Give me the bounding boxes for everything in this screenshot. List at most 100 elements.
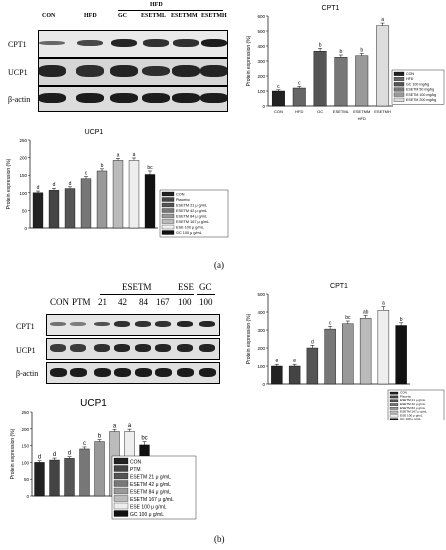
legend-label: ESETM 84 μ g/mL <box>130 489 171 495</box>
chart-b-cpt1: CPT1 0 100 200 300 400 500 Protein expression (… <box>246 283 445 420</box>
legend-label: ESETM 21 μ g/mL <box>130 474 171 480</box>
blot-band <box>94 321 110 327</box>
significance-letter: d <box>37 185 40 191</box>
y-tick-label: 250 <box>19 138 27 143</box>
significance-letter: a <box>382 301 385 307</box>
legend-swatch <box>161 208 175 213</box>
legend-swatch <box>389 410 399 414</box>
legend-swatch <box>393 77 405 82</box>
y-tick-label: 300 <box>257 59 265 64</box>
significance-letter: a <box>128 423 132 429</box>
legend-swatch <box>393 87 405 92</box>
y-tick-label: 150 <box>21 444 29 449</box>
blot-band <box>199 321 215 327</box>
legend-label: GC 100 μ g/mL <box>176 231 202 235</box>
legend-label: ESE 100 μ g/mL <box>130 504 167 510</box>
legend-swatch <box>161 230 175 235</box>
legend-swatch <box>389 418 399 420</box>
significance-letter: ab <box>363 310 369 316</box>
legend-label: Placebo <box>176 198 190 202</box>
bar <box>376 25 390 107</box>
y-tick-label: 400 <box>257 310 265 315</box>
blot-a-row-cpt1: CPT1 <box>8 40 27 49</box>
legend-swatch <box>161 219 175 224</box>
legend-swatch <box>161 197 175 202</box>
blot-b-supergroup-gc: GC <box>199 282 212 292</box>
significance-letter: c <box>83 441 86 447</box>
bar <box>64 458 75 497</box>
chart-a-ucp1: UCP1 0 50 100 150 200 250 Protein expression (%… <box>6 129 229 238</box>
blot-b-group-con: CON <box>50 297 70 307</box>
bar <box>342 323 354 385</box>
bar <box>48 190 60 229</box>
blot-band <box>176 367 194 377</box>
blot-band <box>38 65 66 77</box>
legend-label: HFD <box>406 77 414 81</box>
significance-letter: b <box>360 48 363 54</box>
legend-swatch <box>393 97 405 102</box>
blot-band <box>38 93 66 103</box>
legend-swatch <box>393 71 405 76</box>
blot-band <box>172 93 200 103</box>
bar <box>112 160 124 229</box>
x-axis-label: HFD <box>358 116 366 121</box>
blot-band <box>76 93 104 103</box>
legend-label: ESE 100 μ g/mL <box>400 413 423 417</box>
y-tick-label: 50 <box>22 208 28 213</box>
bar <box>96 170 108 229</box>
legend-swatch <box>161 213 175 219</box>
y-tick-label: 600 <box>257 14 265 19</box>
legend-label: ESETM 167 μ g/mL <box>130 497 174 503</box>
y-tick-label: 100 <box>257 364 265 369</box>
chart-a-cpt1: CPT1 0 100 200 300 400 500 600 Protein expressio… <box>246 5 445 121</box>
y-tick-label: 100 <box>19 191 27 196</box>
blot-b-group-21: 21 <box>98 297 107 307</box>
blot-band <box>155 344 171 352</box>
legend-label: ESETM 200 mg/kg <box>406 98 436 102</box>
blot-b-gc-line <box>197 294 215 295</box>
blot-band <box>177 344 193 352</box>
legend-swatch <box>161 202 175 208</box>
bar <box>313 51 327 107</box>
y-tick-label: 0 <box>262 382 265 387</box>
legend-swatch <box>113 472 129 480</box>
significance-letter: bc <box>345 315 351 321</box>
significance-letter: a <box>133 152 136 158</box>
blot-band <box>113 367 131 377</box>
bar <box>80 178 92 229</box>
bar <box>334 57 348 107</box>
blot-band <box>200 65 228 77</box>
blot-band <box>50 344 66 352</box>
y-tick-label: 50 <box>24 477 30 482</box>
significance-letter: b <box>319 42 322 48</box>
blot-band <box>135 321 151 327</box>
blot-band <box>110 93 138 103</box>
y-tick-label: 500 <box>257 292 265 297</box>
bar <box>64 188 76 229</box>
bar <box>144 174 156 229</box>
legend-label: GC 100 μ g/mL <box>400 417 421 420</box>
blot-band <box>70 344 86 352</box>
blot-b-esetm-line <box>100 294 180 295</box>
y-tick-label: 500 <box>257 29 265 34</box>
blot-band <box>50 321 66 327</box>
legend-label: ESETM 42 μ g/mL <box>400 402 426 406</box>
legend-swatch <box>161 191 175 197</box>
blot-band <box>198 367 216 377</box>
legend-swatch <box>113 457 129 465</box>
blot-b-group-42: 42 <box>118 297 127 307</box>
blot-band <box>114 321 130 327</box>
legend-label: CON <box>406 72 414 76</box>
significance-letter: d <box>69 181 72 187</box>
legend-label: ESETM 42 μ g/mL <box>176 209 207 213</box>
x-tick-label: CON <box>274 109 283 114</box>
legend-swatch <box>389 399 399 403</box>
y-tick-label: 100 <box>257 89 265 94</box>
bar <box>49 459 60 497</box>
legend-swatch <box>161 224 175 230</box>
significance-letter: d <box>68 451 71 457</box>
y-tick-label: 400 <box>257 44 265 49</box>
blot-b-group-84: 84 <box>139 297 148 307</box>
significance-letter: c <box>85 171 88 177</box>
bar <box>288 365 301 385</box>
